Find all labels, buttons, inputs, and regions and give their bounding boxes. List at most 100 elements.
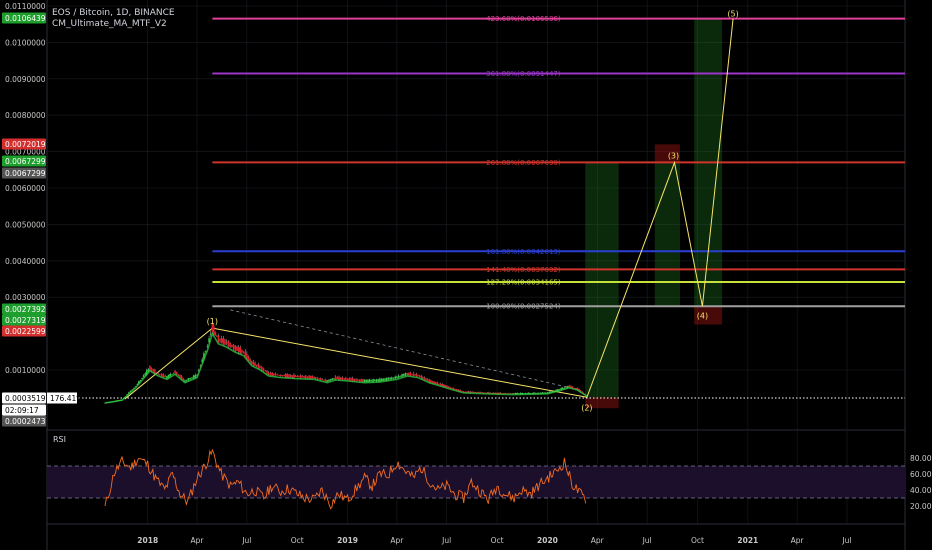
- price-tag: 0.0002473: [2, 415, 46, 427]
- price-tick-label: 0.0030000: [5, 293, 46, 302]
- candle-body: [462, 391, 465, 393]
- price-tag-label: 0.0003519: [5, 394, 46, 403]
- price-tag-label: 0.0027319: [5, 316, 46, 325]
- candle-body: [368, 379, 371, 382]
- candle-body: [324, 379, 327, 382]
- candle-body: [244, 351, 247, 357]
- rsi-label: RSI: [53, 435, 66, 444]
- candle-body: [409, 372, 412, 376]
- candle-body: [450, 387, 453, 389]
- price-tick-label: 0.0050000: [5, 220, 46, 229]
- candle-body: [180, 376, 183, 380]
- candle-body: [185, 379, 188, 381]
- projection-box: [585, 397, 619, 409]
- candle-body: [392, 377, 395, 379]
- candle-body: [266, 370, 268, 374]
- candle-body: [497, 392, 500, 395]
- candle-body: [160, 373, 163, 377]
- projection-box: [585, 162, 619, 398]
- candle-body: [353, 379, 356, 381]
- candle-body: [213, 326, 215, 336]
- candle-body: [194, 374, 197, 378]
- candle-body: [229, 343, 231, 347]
- candle-body: [396, 376, 398, 378]
- candle-body: [444, 385, 447, 388]
- candle-body: [390, 377, 393, 379]
- time-tick-label: Jul: [642, 536, 652, 545]
- price-tag-box: [2, 138, 46, 150]
- candle-body: [273, 373, 275, 376]
- candle-body: [401, 374, 403, 377]
- price-tag: 0.0072019: [2, 138, 46, 150]
- candle-body: [438, 383, 440, 385]
- candle-body: [334, 376, 337, 380]
- candle-body: [571, 386, 574, 389]
- price-tag-box: [2, 325, 46, 337]
- time-axis[interactable]: 2018 Apr Jul Oct 2019 Apr Jul Oct 2020 Apr Jul Oct 2…: [137, 536, 851, 545]
- time-tick-label: Jul: [241, 536, 251, 545]
- candle-body: [446, 385, 448, 388]
- candle-body: [339, 377, 342, 380]
- candle-body: [563, 387, 566, 389]
- candle-body: [581, 391, 584, 393]
- candle-body: [264, 370, 267, 372]
- candle-body: [189, 377, 191, 380]
- candle-body: [365, 380, 368, 382]
- time-tick-label: Apr: [191, 536, 205, 545]
- candle-body: [171, 373, 173, 375]
- price-tick-label: 0.0080000: [5, 111, 46, 120]
- price-tag-label: 0.0022599: [5, 327, 46, 336]
- candle-body: [443, 384, 445, 387]
- candle-body: [360, 379, 362, 382]
- candle-body: [141, 378, 143, 379]
- current-price-pct: 176.41%: [47, 392, 83, 404]
- time-tick-label: Oct: [691, 536, 704, 545]
- fib-levels: 423.60%(0.0106536) 361.80%(0.0091447) 261.…: [212, 15, 905, 311]
- candle-body: [519, 392, 522, 395]
- candle-body: [555, 389, 557, 392]
- candle-body: [236, 346, 238, 351]
- time-tick-label: Apr: [591, 536, 605, 545]
- candle-body: [162, 374, 165, 378]
- candle-body: [197, 370, 200, 372]
- fib-label: 127.20%(0.0034165): [486, 279, 561, 287]
- candle-body: [224, 339, 226, 345]
- candle-body: [441, 384, 444, 387]
- rsi-panel: 80.00 60.00 40.00 20.00: [47, 448, 932, 511]
- candle-body: [439, 383, 442, 386]
- candle-body: [177, 374, 180, 376]
- candle-body: [420, 376, 423, 379]
- candle-body: [164, 375, 166, 378]
- candle-body: [481, 392, 484, 394]
- candle-body: [516, 392, 519, 395]
- time-tick-label: Oct: [491, 536, 504, 545]
- candle-body: [473, 391, 475, 393]
- candle-body: [254, 363, 256, 366]
- candle-body: [319, 378, 322, 380]
- candle-body: [565, 387, 567, 389]
- candle-body: [343, 378, 345, 380]
- price-axis[interactable]: 0.0110000 0.0100000 0.0090000 0.0080000 0.00…: [2, 0, 932, 430]
- projection-box: [654, 162, 680, 307]
- candle-body: [136, 384, 139, 385]
- candle-body: [246, 353, 248, 359]
- candle-body: [310, 375, 312, 379]
- candle-body: [370, 380, 373, 382]
- candle-body: [426, 379, 429, 381]
- candle-body: [492, 392, 495, 394]
- candle-body: [284, 373, 287, 378]
- price-tag-box: [2, 314, 46, 326]
- candle-body: [172, 372, 175, 374]
- candle-body: [452, 387, 455, 390]
- candle-body: [326, 380, 329, 382]
- price-tag-label: 0.0072019: [5, 140, 46, 149]
- time-tick-label: 2021: [737, 536, 758, 545]
- grid-lines: [46, 0, 906, 550]
- candle-body: [259, 366, 261, 368]
- candle-body: [350, 378, 352, 381]
- candle-body: [331, 378, 334, 380]
- candle-body: [211, 323, 214, 333]
- candle-body: [504, 393, 507, 394]
- time-tick-label: Apr: [390, 536, 404, 545]
